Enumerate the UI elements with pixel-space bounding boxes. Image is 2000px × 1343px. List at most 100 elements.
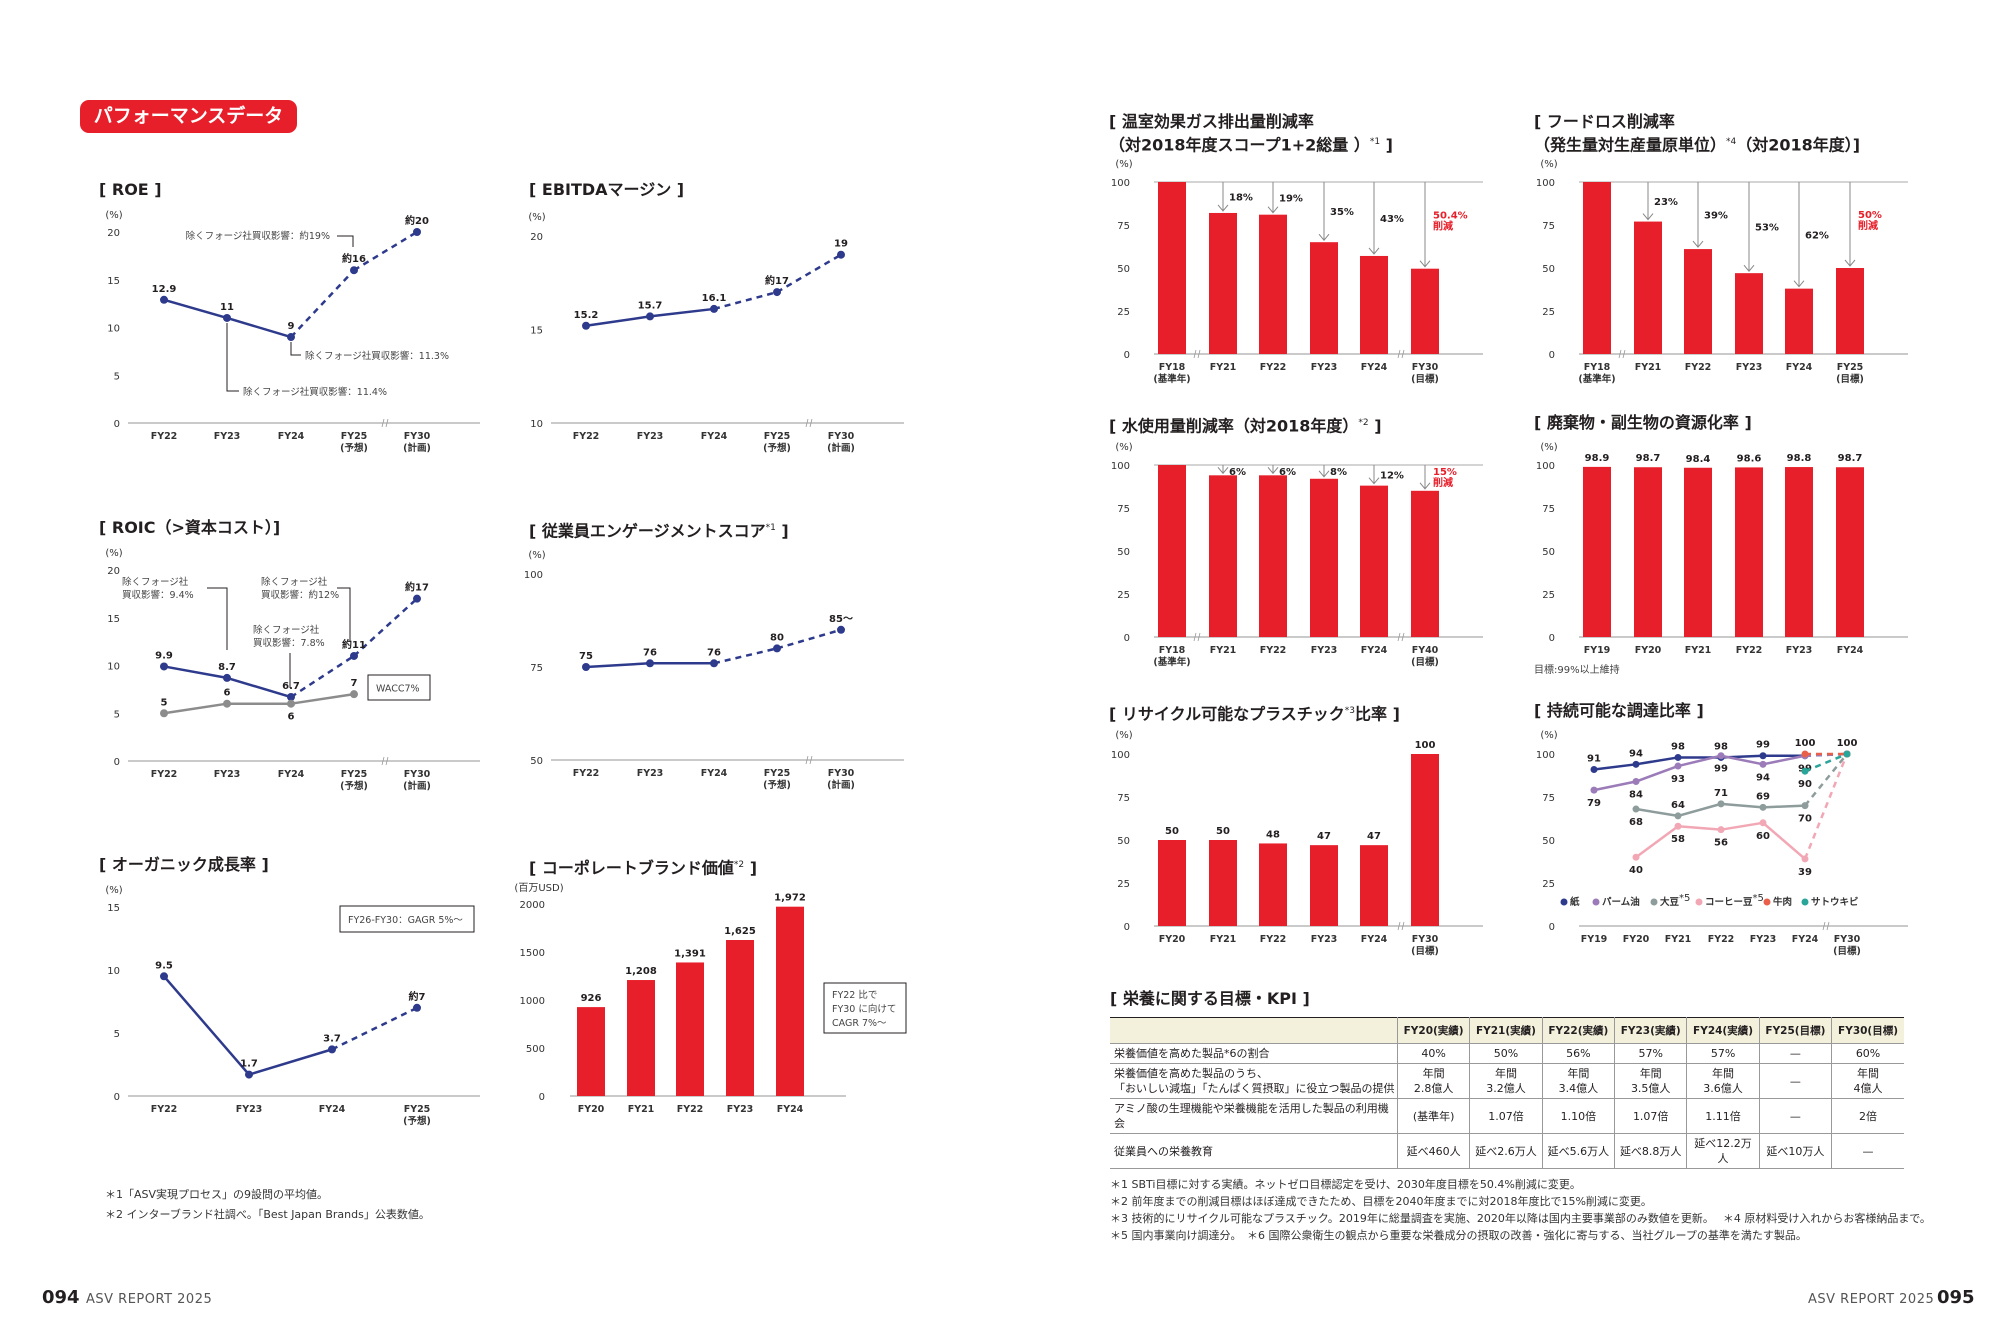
legend-marker (1763, 898, 1771, 906)
y-tick-label: 0 (114, 419, 120, 430)
data-label: 93 (1671, 774, 1685, 785)
table-cell: 56% (1541, 1043, 1615, 1064)
legend-note: *5 (1679, 893, 1690, 904)
bar-value-label: 98.6 (1737, 453, 1762, 464)
y-axis-unit: (%) (1115, 159, 1132, 170)
bar (1310, 478, 1338, 637)
forecast-line-segment (353, 230, 418, 272)
line-segment (226, 316, 292, 339)
table-row: アミノ酸の生理機能や栄養機能を活用した製品の利用機会 (基準年) 1.07倍 1.10… (1110, 1098, 1904, 1134)
data-label: 79 (1587, 798, 1601, 809)
x-tick-label: (目標) (1411, 945, 1439, 957)
forecast-line-segment (776, 628, 842, 650)
y-tick-label: 10 (107, 324, 120, 335)
data-label: 76 (643, 647, 657, 658)
x-tick-label: (目標) (1411, 373, 1439, 385)
report-label-right: ASV REPORT 2025 (1808, 1292, 1935, 1307)
table-cell: 年間 3.6億人 (1686, 1063, 1760, 1099)
legend-label: コーヒー豆 (1705, 897, 1753, 908)
axis-break-icon (1397, 349, 1405, 359)
data-point (837, 250, 845, 259)
page-number-right: 095 (1937, 1287, 1975, 1308)
data-point (1717, 826, 1725, 834)
reduction-label: 39% (1704, 211, 1728, 222)
table-cell: — (1831, 1133, 1904, 1169)
table-cell: 1.07倍 (1614, 1098, 1687, 1134)
arrow-head-icon (1692, 240, 1704, 248)
data-point (1759, 819, 1767, 827)
x-tick-label: FY40 (1412, 645, 1439, 656)
bar (1785, 467, 1813, 637)
data-point (646, 659, 654, 668)
data-point (328, 1045, 336, 1054)
x-tick-label: FY23 (214, 769, 241, 780)
data-label: 75 (579, 651, 593, 662)
data-point (1801, 802, 1809, 810)
title-line-2: （発生量対生産量原単位）*4（対2018年度）] (1534, 132, 1860, 155)
y-tick-label: 50 (1117, 836, 1130, 847)
data-point (710, 304, 718, 313)
axis-break-icon (381, 756, 389, 766)
y-tick-label: 75 (530, 663, 543, 674)
line-segment (1762, 804, 1806, 809)
y-tick-label: 15 (107, 903, 120, 914)
bar-value-label: 98.4 (1686, 454, 1711, 465)
bar-value-label: 100 (1415, 740, 1436, 751)
reduction-label: 23% (1654, 197, 1678, 208)
bar (1836, 268, 1864, 354)
data-label: 8.7 (218, 662, 236, 673)
axis-break-icon (1822, 921, 1830, 931)
title-text: （対2018年度スコープ1+2総量 ） (1109, 135, 1370, 155)
note-box-text: FY30 に向けて (832, 1003, 896, 1015)
x-tick-label: FY20 (1635, 645, 1662, 656)
x-tick-label: FY25 (404, 1104, 431, 1115)
x-tick-label: FY30 (828, 768, 855, 779)
arrow-head-icon (1368, 247, 1380, 255)
data-point (1801, 750, 1809, 758)
y-tick-label: 1500 (520, 948, 545, 959)
arrow-head-icon (1419, 482, 1431, 490)
y-tick-label: 15 (107, 614, 120, 625)
data-label: 約17 (765, 274, 789, 287)
annotation-text: 除くフォージ社 (122, 576, 189, 588)
bar (1158, 840, 1186, 926)
data-label: 94 (1629, 748, 1643, 759)
data-label: 16.1 (702, 293, 727, 304)
nutrition-kpi-table: FY20(実績) FY21(実績) FY22(実績) FY23(実績) FY24… (1110, 1017, 1904, 1169)
bar (1360, 485, 1388, 637)
x-tick-label: (計画) (827, 779, 855, 791)
note-box (339, 905, 475, 933)
arrow-head-icon (1743, 264, 1755, 272)
y-tick-label: 20 (107, 228, 120, 239)
bar (676, 962, 704, 1096)
bar (1158, 182, 1186, 354)
x-tick-label: FY25 (341, 431, 368, 442)
title-text: [ リサイクル可能なプラスチック (1109, 704, 1345, 724)
y-axis-unit: (%) (105, 210, 122, 221)
data-point (287, 333, 295, 342)
footnote: ＊5 国内事業向け調達分。 ＊6 国際公衆衛生の観点から重要な栄養成分の摂取の改… (1110, 1229, 1807, 1242)
reduction-label: 12% (1380, 470, 1404, 481)
reduction-label: 62% (1805, 230, 1829, 241)
x-tick-label: FY24 (777, 1104, 804, 1115)
forecast-line-segment (776, 253, 842, 294)
bar-value-label: 98.7 (1838, 453, 1863, 464)
data-point (160, 972, 168, 981)
footnote: ＊1「ASV実現プロセス」の9設問の平均値。 (105, 1188, 329, 1201)
title-close: ] (744, 858, 758, 878)
table-cell: (基準年) (1396, 1098, 1470, 1134)
data-label: 15.2 (574, 310, 599, 321)
table-cell: 延べ2.6万人 (1469, 1133, 1543, 1169)
data-point (413, 1003, 421, 1012)
legend-label: サトウキビ (1811, 896, 1859, 908)
bar (776, 906, 804, 1096)
line-segment (1635, 756, 1679, 766)
y-tick-label: 5 (114, 709, 120, 720)
ebitda-chart: [ EBITDAマージン ] (%) 10 15 20 FY22 FY23 FY24 FY25… (525, 180, 925, 470)
data-point (1759, 760, 1767, 768)
bar (1209, 475, 1237, 637)
y-tick-label: 1000 (520, 996, 545, 1007)
forecast-line-segment (353, 597, 418, 657)
data-point (350, 651, 358, 660)
data-label: 99 (1756, 740, 1770, 751)
